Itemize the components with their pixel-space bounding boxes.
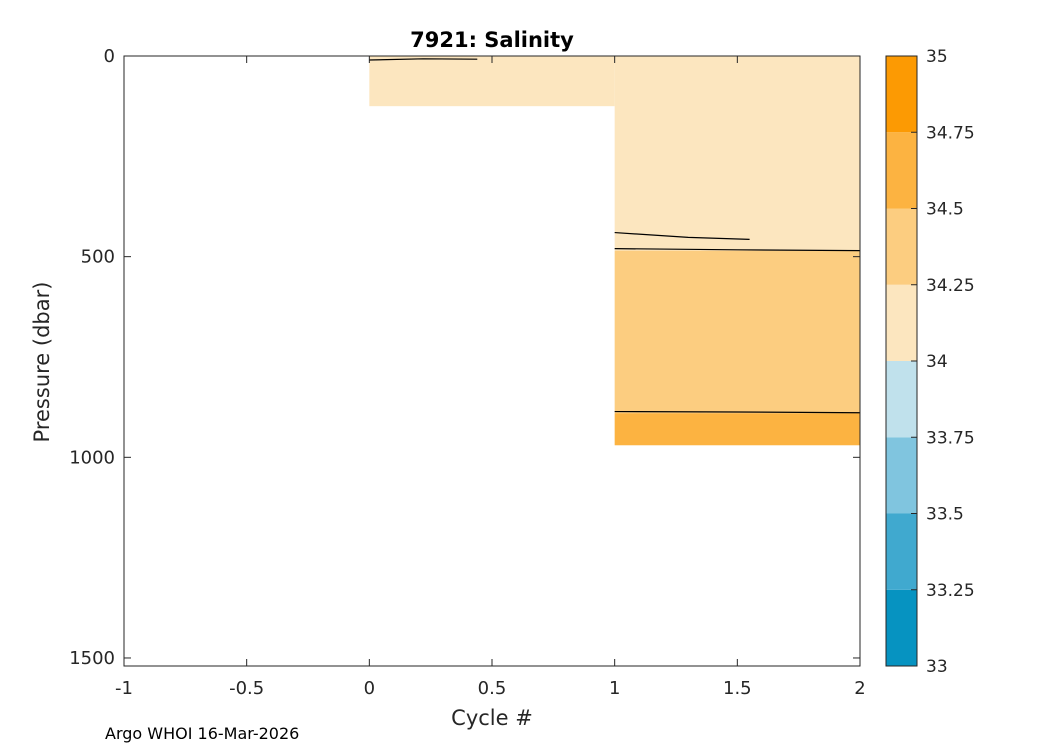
x-axis-ticks: -1 -0.5 0 0.5 1 1.5 2: [115, 56, 866, 699]
chart-title: 7921: Salinity: [410, 28, 574, 52]
x-tick-label: -1: [115, 678, 133, 699]
colorbar-label: 34.75: [926, 123, 975, 143]
colorbar-swatch: [886, 513, 917, 590]
data-cell-0: [369, 56, 615, 107]
x-tick-label: 0: [364, 678, 375, 699]
y-tick-label: 1000: [69, 447, 115, 468]
contour-line-1: [614, 231, 750, 241]
y-tick-label: 1500: [69, 648, 115, 669]
colorbar-swatch: [886, 284, 917, 361]
x-tick-label: 1: [609, 678, 620, 699]
x-tick-label: 2: [854, 678, 865, 699]
footer-credit: Argo WHOI 16-Mar-2026: [105, 724, 300, 743]
colorbar-swatch: [886, 132, 917, 209]
colorbar-label: 33.75: [926, 428, 975, 448]
contour-line-0: [369, 58, 478, 61]
colorbar-swatch: [886, 56, 917, 133]
data-cell-1: [614, 56, 860, 251]
x-axis-title: Cycle #: [451, 706, 533, 730]
colorbar-label: 33: [926, 657, 948, 677]
contour-line-2: [614, 248, 861, 252]
colorbar-label: 34.25: [926, 276, 975, 296]
colorbar-swatch: [886, 361, 917, 438]
colorbar-swatch: [886, 208, 917, 285]
colorbar-label: 33.5: [926, 505, 964, 525]
colorbar-swatch: [886, 589, 917, 666]
data-cell-2: [614, 250, 860, 414]
y-axis-title: Pressure (dbar): [30, 282, 54, 443]
colorbar-label: 34: [926, 352, 948, 372]
x-tick-label: -0.5: [229, 678, 264, 699]
y-axis-ticks: 0 500 1000 1500: [69, 46, 860, 669]
y-tick-label: 0: [104, 46, 115, 67]
x-tick-label: 1.5: [723, 678, 752, 699]
data-cells: [369, 56, 860, 446]
contour-lines: [369, 58, 861, 414]
data-cell-3: [614, 413, 860, 446]
colorbar-label: 34.5: [926, 200, 964, 220]
colorbar-label: 33.25: [926, 581, 975, 601]
y-tick-label: 500: [81, 247, 115, 268]
colorbar-label: 35: [926, 47, 948, 67]
colorbar-swatch: [886, 437, 917, 514]
colorbar: 33 33.25 33.5 33.75 34 34.25 34.5 34.75 35: [885, 47, 975, 677]
x-tick-label: 0.5: [478, 678, 507, 699]
contour-line-3: [614, 410, 861, 414]
